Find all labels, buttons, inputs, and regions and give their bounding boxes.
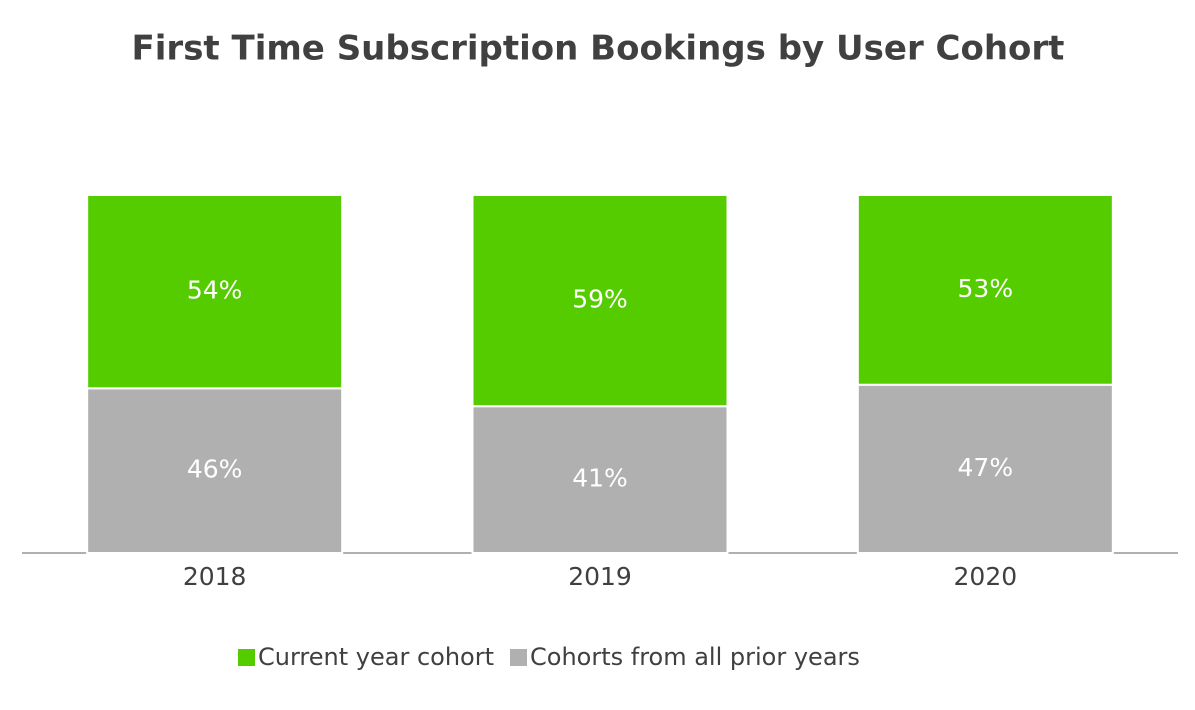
x-tick-label: 2019 (568, 562, 632, 591)
bar-segment (86, 194, 344, 390)
bar-segment (856, 194, 1114, 386)
data-label: 59% (572, 285, 628, 314)
legend-swatch (238, 649, 255, 666)
legend-swatch (510, 649, 527, 666)
legend-label: Cohorts from all prior years (530, 643, 860, 671)
bar-segment (86, 387, 344, 554)
data-label: 54% (187, 276, 243, 305)
bar-segment (856, 383, 1114, 554)
chart-title: First Time Subscription Bookings by User… (132, 29, 1065, 69)
data-label: 46% (187, 455, 243, 484)
bar-segment (471, 194, 729, 408)
x-tick-label: 2020 (954, 562, 1018, 591)
data-label: 41% (572, 464, 628, 493)
data-label: 53% (958, 274, 1014, 303)
x-tick-label: 2018 (183, 562, 247, 591)
legend-label: Current year cohort (258, 643, 494, 671)
data-label: 47% (958, 453, 1014, 482)
